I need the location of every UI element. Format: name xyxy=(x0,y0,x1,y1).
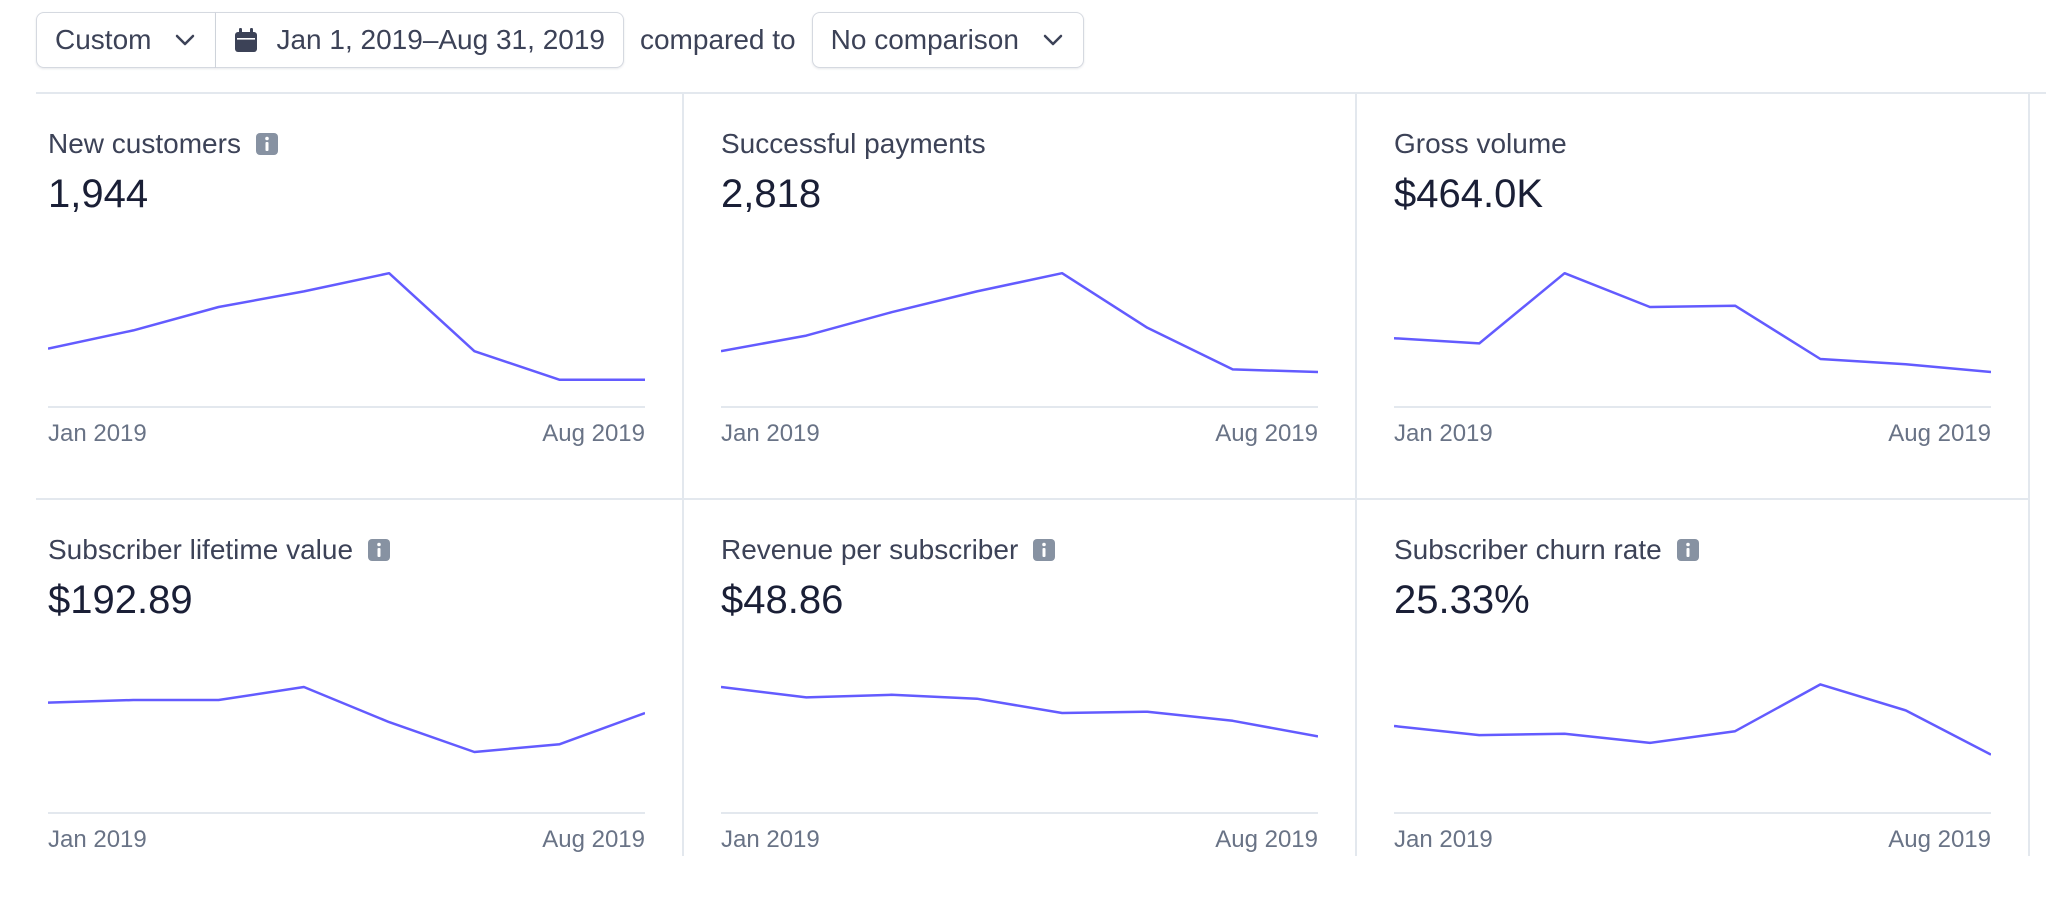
chevron-down-icon xyxy=(176,34,195,46)
metric-title-label: Subscriber churn rate xyxy=(1394,534,1662,565)
metric-title-label: Successful payments xyxy=(721,128,986,159)
divider xyxy=(1355,92,1357,856)
metric-title-label: New customers xyxy=(48,128,241,159)
info-icon[interactable] xyxy=(1676,538,1700,562)
metric-value: 2,818 xyxy=(721,172,822,216)
x-axis-line xyxy=(1394,406,1991,408)
sparkline-series xyxy=(721,271,1318,374)
sparkline-chart xyxy=(1394,271,1991,374)
sparkline-chart xyxy=(48,271,645,382)
x-axis-end-label: Aug 2019 xyxy=(542,826,645,853)
metric-title: Subscriber lifetime value xyxy=(48,534,391,566)
comparison-dropdown[interactable]: No comparison xyxy=(811,12,1084,68)
metric-title-label: Subscriber lifetime value xyxy=(48,534,354,565)
x-axis-start-label: Jan 2019 xyxy=(721,420,820,447)
calendar-icon xyxy=(235,28,258,52)
x-axis-line xyxy=(1394,812,1991,814)
date-range-picker: Custom Jan 1, 2019–Aug 31, 2019 xyxy=(36,12,624,68)
compared-to-label: compared to xyxy=(639,24,796,55)
metric-card-successful-payments[interactable]: Successful payments 2,818 Jan 2019 Aug 2019 xyxy=(709,92,1382,497)
metric-card-subscriber-churn-rate[interactable]: Subscriber churn rate 25.33% Jan 2019 Aug 2… xyxy=(1382,498,2046,903)
x-axis-start-label: Jan 2019 xyxy=(1394,826,1493,853)
x-axis-end-label: Aug 2019 xyxy=(1888,826,1991,853)
range-preset-label: Custom xyxy=(55,24,152,55)
divider xyxy=(682,92,684,856)
divider xyxy=(36,92,2046,94)
x-axis-line xyxy=(48,406,645,408)
metric-title-label: Gross volume xyxy=(1394,128,1567,159)
sparkline-series xyxy=(48,685,645,754)
sparkline-series xyxy=(48,271,645,382)
chevron-down-icon xyxy=(1043,34,1063,46)
metric-value: 1,944 xyxy=(48,172,149,216)
sparkline-chart xyxy=(721,685,1318,738)
sparkline-chart xyxy=(1394,683,1991,756)
x-axis-end-label: Aug 2019 xyxy=(542,420,645,447)
x-axis-start-label: Jan 2019 xyxy=(48,826,147,853)
date-range-button[interactable]: Jan 1, 2019–Aug 31, 2019 xyxy=(216,12,624,68)
metric-card-new-customers[interactable]: New customers 1,944 Jan 2019 Aug 2019 xyxy=(36,92,709,497)
metrics-grid: New customers 1,944 Jan 2019 Aug 2019 Succe… xyxy=(36,92,2046,856)
metric-value: $464.0K xyxy=(1394,172,1544,216)
x-axis-line xyxy=(721,406,1318,408)
range-preset-dropdown[interactable]: Custom xyxy=(36,12,217,68)
metric-card-subscriber-lifetime-value[interactable]: Subscriber lifetime value $192.89 Jan 2019… xyxy=(36,498,709,903)
x-axis-start-label: Jan 2019 xyxy=(1394,420,1493,447)
x-axis-end-label: Aug 2019 xyxy=(1215,826,1318,853)
metric-title-label: Revenue per subscriber xyxy=(721,534,1019,565)
metric-value: $192.89 xyxy=(48,578,193,622)
metric-card-gross-volume[interactable]: Gross volume $464.0K Jan 2019 Aug 2019 xyxy=(1382,92,2046,497)
sparkline-series xyxy=(1394,683,1991,756)
divider xyxy=(2028,92,2030,856)
metric-title: Successful payments xyxy=(721,128,986,160)
metric-card-revenue-per-subscriber[interactable]: Revenue per subscriber $48.86 Jan 2019 Aug … xyxy=(709,498,1382,903)
divider xyxy=(36,498,2029,500)
x-axis-start-label: Jan 2019 xyxy=(48,420,147,447)
sparkline-chart xyxy=(721,271,1318,374)
date-range-label: Jan 1, 2019–Aug 31, 2019 xyxy=(276,24,605,55)
info-icon[interactable] xyxy=(255,132,279,156)
sparkline-series xyxy=(721,685,1318,738)
metric-value: 25.33% xyxy=(1394,578,1530,622)
x-axis-start-label: Jan 2019 xyxy=(721,826,820,853)
info-icon[interactable] xyxy=(1032,538,1056,562)
x-axis-line xyxy=(721,812,1318,814)
sparkline-series xyxy=(1394,271,1991,374)
metric-value: $48.86 xyxy=(721,578,844,622)
metric-title: Revenue per subscriber xyxy=(721,534,1056,566)
metric-title: New customers xyxy=(48,128,279,160)
info-icon[interactable] xyxy=(367,538,391,562)
report-toolbar: Custom Jan 1, 2019–Aug 31, 2019 compared… xyxy=(36,10,1084,70)
sparkline-chart xyxy=(48,685,645,754)
metric-title: Subscriber churn rate xyxy=(1394,534,1700,566)
x-axis-end-label: Aug 2019 xyxy=(1888,420,1991,447)
comparison-label: No comparison xyxy=(830,24,1019,55)
metric-title: Gross volume xyxy=(1394,128,1567,160)
x-axis-end-label: Aug 2019 xyxy=(1215,420,1318,447)
x-axis-line xyxy=(48,812,645,814)
